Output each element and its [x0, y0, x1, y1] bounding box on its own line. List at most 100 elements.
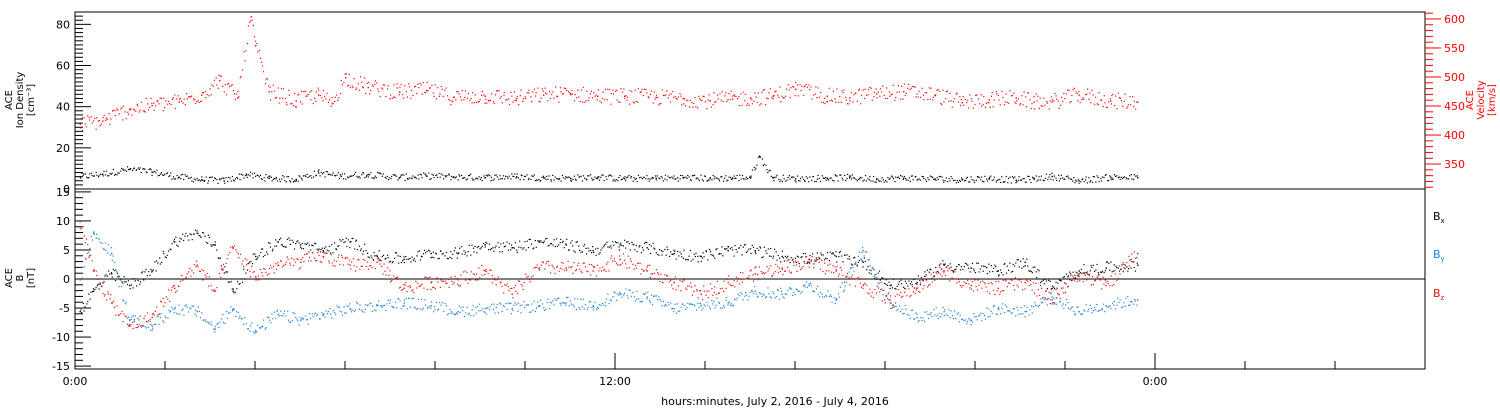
density-point: [756, 164, 758, 166]
bz-point: [696, 288, 698, 291]
velocity-point: [307, 93, 309, 96]
by-point: [1128, 304, 1130, 306]
bx-point: [892, 278, 895, 280]
bx-point: [1022, 258, 1024, 260]
by-point: [287, 319, 290, 321]
bx-point: [139, 281, 142, 283]
bx-point: [180, 238, 182, 240]
by-point: [798, 290, 800, 292]
by-point: [294, 312, 296, 314]
velocity-point: [1031, 103, 1033, 105]
density-point: [609, 174, 611, 176]
density-point: [240, 173, 242, 175]
by-point: [201, 312, 203, 314]
bz-point: [164, 302, 166, 304]
density-point: [1039, 179, 1041, 181]
density-point: [612, 180, 614, 182]
density-point: [238, 173, 240, 175]
by-point: [945, 313, 947, 315]
velocity-point: [1037, 95, 1039, 97]
velocity-point: [772, 98, 774, 100]
by-point: [605, 298, 608, 300]
bx-point: [498, 246, 500, 248]
density-point: [1043, 179, 1045, 182]
velocity-point: [751, 103, 753, 105]
density-point: [749, 177, 752, 179]
by-point: [521, 304, 523, 306]
by-point: [344, 312, 346, 314]
by-point: [323, 313, 325, 315]
density-point: [93, 175, 95, 177]
bx-point: [990, 264, 993, 267]
bx-point: [1030, 270, 1032, 272]
velocity-point: [329, 99, 331, 101]
by-point: [751, 290, 753, 292]
bx-point: [959, 269, 962, 271]
by-point: [1013, 308, 1015, 310]
velocity-point: [285, 102, 288, 104]
velocity-point: [421, 93, 423, 95]
bz-point: [727, 278, 729, 280]
bz-point: [405, 281, 407, 284]
bx-point: [298, 242, 300, 244]
density-point: [450, 179, 452, 181]
velocity-point: [594, 95, 596, 97]
bz-point: [956, 282, 958, 284]
bz-point: [116, 305, 118, 307]
by-point: [1052, 302, 1054, 304]
velocity-point: [1088, 98, 1090, 101]
by-point: [860, 258, 862, 260]
bx-point: [502, 242, 505, 244]
velocity-point: [625, 95, 627, 97]
velocity-point: [151, 104, 153, 107]
bx-point: [485, 241, 487, 243]
velocity-point: [835, 101, 837, 104]
velocity-point: [464, 96, 466, 98]
bz-point: [992, 289, 995, 292]
by-point: [871, 267, 873, 269]
by-point: [1121, 307, 1123, 309]
by-point: [255, 331, 257, 333]
bx-point: [781, 255, 783, 258]
density-point: [166, 172, 168, 175]
by-point: [949, 317, 951, 319]
velocity-point: [612, 93, 615, 95]
density-point: [242, 174, 244, 176]
bx-point: [634, 249, 636, 251]
density-point: [836, 175, 838, 177]
velocity-point: [165, 100, 167, 102]
bz-point: [685, 287, 687, 289]
by-point: [742, 299, 744, 301]
velocity-point: [957, 101, 960, 103]
density-point: [875, 181, 877, 183]
bz-point: [268, 273, 270, 275]
by-point: [670, 302, 672, 304]
density-point: [336, 174, 338, 176]
by-point: [597, 307, 600, 309]
by-point: [369, 303, 371, 305]
bx-point: [1032, 266, 1034, 268]
by-point: [547, 298, 549, 300]
bz-point: [690, 282, 692, 284]
velocity-point: [129, 108, 131, 111]
by-point: [228, 312, 230, 314]
velocity-point: [801, 85, 803, 87]
bx-point: [406, 258, 408, 260]
bz-point: [257, 275, 260, 277]
bx-point: [419, 259, 422, 261]
density-point: [232, 179, 235, 181]
bz-point: [303, 260, 305, 263]
velocity-point: [394, 96, 396, 98]
by-point: [276, 310, 278, 313]
bx-point: [599, 252, 601, 254]
bx-point: [187, 235, 189, 237]
bz-point: [556, 265, 559, 267]
density-point: [762, 165, 764, 167]
by-point: [214, 328, 216, 330]
bz-point: [300, 259, 302, 261]
by-point: [102, 248, 104, 250]
density-point: [148, 168, 150, 171]
bz-point: [216, 287, 218, 289]
bz-point: [157, 313, 159, 316]
bz-point: [1014, 277, 1017, 279]
